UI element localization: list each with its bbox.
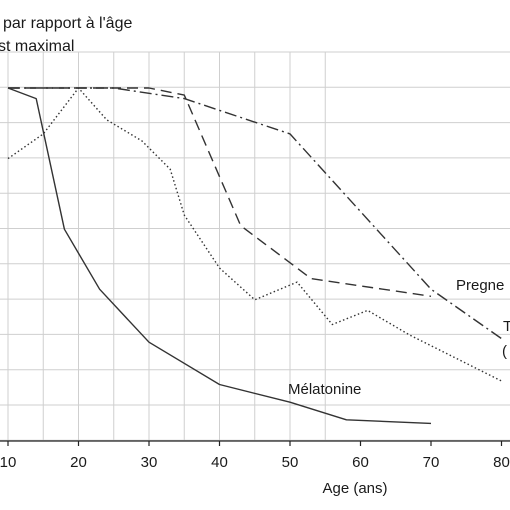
x-axis-ticks: 10 20 30 40 50 60 70 80 bbox=[0, 454, 510, 471]
x-tick-label: 40 bbox=[211, 454, 228, 471]
series-line-pregne bbox=[8, 87, 432, 297]
x-tick-label: 70 bbox=[423, 454, 440, 471]
series-label-melatonine: Mélatonine bbox=[288, 381, 361, 398]
series-line-unlabeled-3 bbox=[7, 87, 502, 382]
series-line-t bbox=[8, 87, 502, 340]
series-label-t-paren: ( bbox=[502, 343, 507, 360]
x-tick-label: 80 bbox=[493, 454, 510, 471]
x-tick-label: 30 bbox=[141, 454, 158, 471]
chart-title-line-2: st maximal bbox=[0, 38, 74, 55]
x-tick-label: 50 bbox=[282, 454, 299, 471]
grid bbox=[0, 51, 510, 441]
x-tick-label: 60 bbox=[352, 454, 369, 471]
plot-series bbox=[7, 87, 502, 425]
plot-frame bbox=[0, 440, 510, 446]
chart-title-line-1: par rapport à l'âge bbox=[3, 15, 132, 32]
series-line-m-latonine bbox=[7, 87, 432, 425]
x-axis-label: Age (ans) bbox=[322, 480, 387, 497]
series-label-t: T bbox=[503, 318, 510, 335]
series-label-pregne: Pregne bbox=[456, 277, 504, 294]
x-tick-label: 10 bbox=[0, 454, 16, 471]
x-tick-label: 20 bbox=[70, 454, 87, 471]
